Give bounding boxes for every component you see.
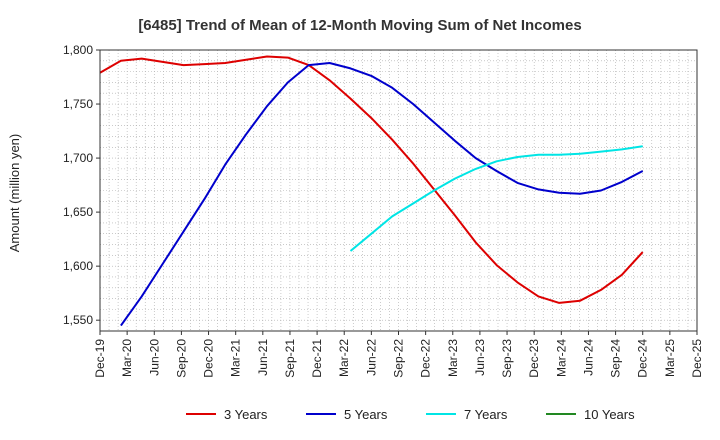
grid-layer [99,49,698,332]
y-axis-title: Amount (million yen) [7,134,22,253]
series-line [120,62,644,327]
x-tick-label: Dec-23 [527,339,541,378]
x-tick-label: Mar-23 [446,339,460,377]
x-tick-label: Dec-25 [690,339,704,378]
series-layer [99,55,644,327]
legend-label: 5 Years [344,407,388,422]
x-tick-label: Dec-21 [310,339,324,378]
x-tick-label: Sep-21 [283,339,297,378]
legend-label: 3 Years [224,407,268,422]
y-tick-label: 1,550 [63,313,93,327]
x-tick-label: Sep-22 [392,339,406,378]
x-tick-label: Dec-22 [419,339,433,378]
x-tick-label: Jun-23 [473,339,487,376]
series-line [349,145,643,252]
legend-label: 10 Years [584,407,635,422]
y-tick-label: 1,650 [63,205,93,219]
series-line [99,55,644,304]
x-tick-label: Mar-20 [120,339,134,377]
y-tick-label: 1,600 [63,259,93,273]
y-tick-label: 1,700 [63,151,93,165]
x-tick-label: Sep-24 [609,339,623,378]
x-tick-label: Dec-19 [93,339,107,378]
y-tick-labels: 1,550 1,600 1,650 1,700 1,750 1,800 [63,43,100,327]
legend: 3 Years 5 Years 7 Years 10 Years [186,407,635,422]
x-tick-label: Jun-22 [364,339,378,376]
x-tick-label: Mar-22 [337,339,351,377]
x-tick-label: Mar-24 [554,339,568,377]
legend-label: 7 Years [464,407,508,422]
x-tick-label: Mar-21 [229,339,243,377]
chart-title: [6485] Trend of Mean of 12-Month Moving … [138,17,581,34]
x-tick-label: Sep-20 [174,339,188,378]
x-tick-label: Dec-24 [636,339,650,378]
x-tick-label: Dec-20 [202,339,216,378]
x-tick-label: Jun-20 [147,339,161,376]
x-tick-label: Jun-24 [581,339,595,376]
y-tick-label: 1,800 [63,43,93,57]
x-tick-label: Mar-25 [663,339,677,377]
x-tick-label: Sep-23 [500,339,514,378]
y-tick-label: 1,750 [63,97,93,111]
x-tick-label: Jun-21 [256,339,270,376]
x-tick-labels: Dec-19 Mar-20 Jun-20 Sep-20 Dec-20 Mar-21 Jun-… [93,331,704,378]
